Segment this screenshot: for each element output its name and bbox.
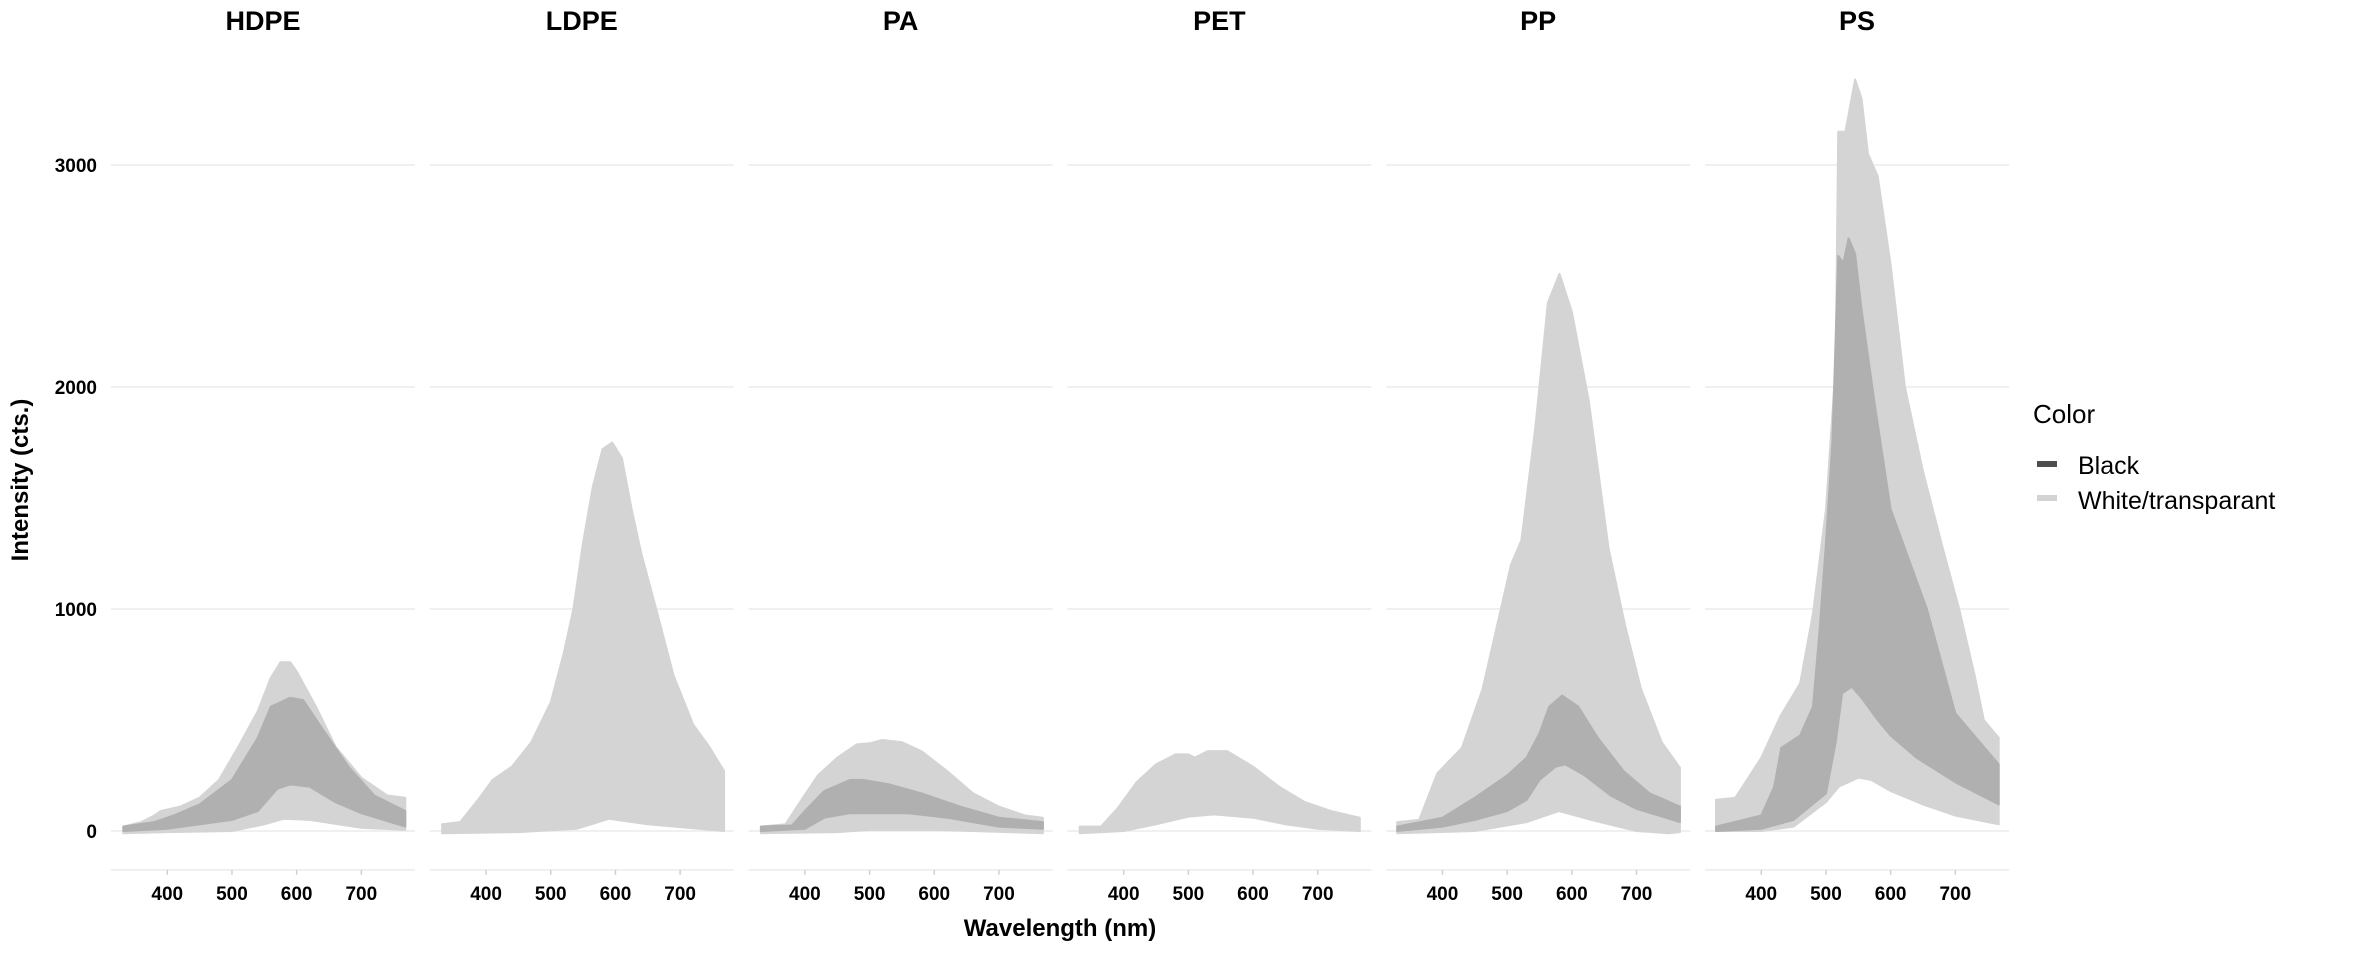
- x-tick-label: 500: [1810, 884, 1842, 905]
- facet-pet: PET 400 500 600 700: [1067, 6, 1372, 905]
- facet-ldpe: LDPE 400 500 600 700: [429, 6, 734, 905]
- x-axis-title: Wavelength (nm): [964, 915, 1156, 942]
- x-tick-label: 600: [600, 884, 632, 905]
- legend-label-black: Black: [2078, 452, 2140, 480]
- x-tick-label: 400: [789, 884, 821, 905]
- x-tick-label: 500: [216, 884, 248, 905]
- x-tick-label: 400: [1745, 884, 1777, 905]
- ribbon-black: [1715, 237, 2000, 832]
- x-tick-label: 400: [470, 884, 502, 905]
- x-tick-label: 500: [854, 884, 886, 905]
- y-tick-label: 0: [86, 822, 97, 843]
- facet-title: PS: [1839, 6, 1875, 36]
- ribbon-white-transparant: [1078, 750, 1361, 835]
- facet-panels: HDPE 400 500 600 700 LDPE 400 500 600 700 PA 400 500…: [111, 6, 2009, 905]
- x-tick-label: 700: [664, 884, 696, 905]
- facet-ps: PS 400 500 600 700: [1705, 6, 2009, 905]
- legend-title: Color: [2033, 399, 2095, 429]
- x-tick-label: 500: [535, 884, 567, 905]
- facet-title: HDPE: [225, 6, 300, 36]
- ribbon-white-transparant: [441, 441, 726, 835]
- facet-title: PET: [1193, 6, 1246, 36]
- ribbon-black: [122, 696, 407, 832]
- x-tick-label: 600: [1556, 884, 1588, 905]
- facet-title: PP: [1520, 6, 1556, 36]
- x-tick-label: 600: [918, 884, 950, 905]
- ribbon-black: [1396, 694, 1681, 832]
- x-tick-label: 700: [345, 884, 377, 905]
- x-tick-label: 700: [983, 884, 1015, 905]
- legend-key-black: [2037, 461, 2057, 467]
- x-tick-label: 500: [1491, 884, 1523, 905]
- y-axis-title: Intensity (cts.): [7, 399, 34, 562]
- facet-title: PA: [883, 6, 919, 36]
- ribbon-black: [759, 778, 1044, 832]
- y-tick-label: 2000: [55, 378, 97, 399]
- facet-pa: PA 400 500 600 700: [748, 6, 1053, 905]
- y-axis: 0 1000 2000 3000: [55, 156, 97, 843]
- legend-key-white: [2037, 495, 2057, 501]
- x-tick-label: 500: [1173, 884, 1205, 905]
- y-tick-label: 3000: [55, 156, 97, 177]
- x-tick-label: 700: [1939, 884, 1971, 905]
- y-tick-label: 1000: [55, 600, 97, 621]
- x-tick-label: 600: [1237, 884, 1269, 905]
- legend-label-white: White/transparant: [2078, 487, 2275, 515]
- x-tick-label: 400: [151, 884, 183, 905]
- x-tick-label: 700: [1621, 884, 1653, 905]
- ribbon-white-transparant: [1396, 272, 1681, 835]
- x-tick-label: 400: [1427, 884, 1459, 905]
- facet-title: LDPE: [546, 6, 618, 36]
- x-tick-label: 600: [281, 884, 313, 905]
- x-tick-label: 400: [1108, 884, 1140, 905]
- x-tick-label: 600: [1875, 884, 1907, 905]
- legend: Color Black White/transparant: [2033, 399, 2275, 515]
- x-tick-label: 700: [1302, 884, 1334, 905]
- facet-pp: PP 400 500 600 700: [1386, 6, 1691, 905]
- facet-hdpe: HDPE 400 500 600 700: [111, 6, 415, 905]
